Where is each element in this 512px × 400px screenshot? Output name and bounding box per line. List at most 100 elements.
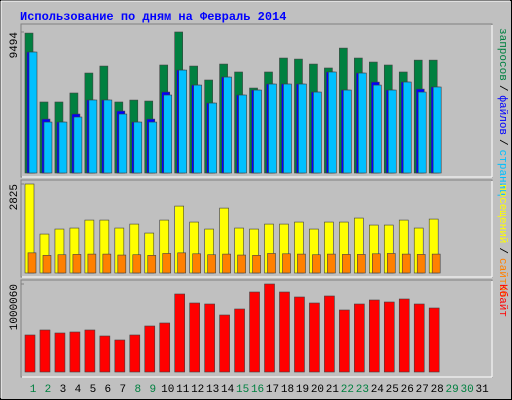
bar xyxy=(279,291,290,373)
bar xyxy=(402,81,412,174)
bar xyxy=(133,121,143,174)
x-tick-label: 21 xyxy=(326,384,340,396)
bar xyxy=(416,254,426,274)
x-tick-label: 16 xyxy=(251,384,264,396)
bar xyxy=(192,253,201,274)
bar xyxy=(193,84,202,174)
bar xyxy=(431,253,441,274)
bar xyxy=(328,71,337,174)
chart-title: Использование по дням на Февраль 2014 xyxy=(20,10,286,24)
bar xyxy=(204,303,215,373)
bar xyxy=(283,83,292,174)
bar xyxy=(84,329,96,373)
bar xyxy=(28,51,38,174)
bar xyxy=(147,255,157,274)
bar xyxy=(57,254,67,274)
bar xyxy=(39,329,51,373)
bar xyxy=(312,254,321,274)
bar xyxy=(103,99,113,174)
bar xyxy=(54,332,66,373)
y-tick-label: 1000060 xyxy=(9,284,21,330)
x-tick-label: 25 xyxy=(386,384,399,396)
bar xyxy=(87,253,97,274)
bar xyxy=(342,254,351,274)
bar xyxy=(432,86,442,174)
bar xyxy=(148,121,158,174)
legend-entry: файлов xyxy=(496,95,509,135)
bar xyxy=(144,325,156,373)
legend-entry: Кбайт xyxy=(496,284,509,317)
bar xyxy=(43,121,53,174)
bar xyxy=(309,302,320,373)
legend: посещений / сайтов xyxy=(496,184,508,298)
bar xyxy=(163,94,173,174)
bar xyxy=(294,296,305,373)
bar xyxy=(177,252,186,274)
x-tick-label: 28 xyxy=(431,384,444,396)
legend-separator: / xyxy=(496,85,508,92)
legend-separator: / xyxy=(496,139,508,146)
x-tick-label: 3 xyxy=(60,384,67,396)
bar xyxy=(189,302,200,373)
bar xyxy=(373,84,382,174)
bar xyxy=(73,116,83,174)
legend: запросов / файлов / страниц xyxy=(496,28,509,196)
y-tick-label: 2825 xyxy=(9,184,21,210)
bar xyxy=(313,91,322,174)
bar xyxy=(99,335,111,373)
bar xyxy=(219,314,230,373)
bar xyxy=(253,89,262,174)
legend-entry: запросов xyxy=(496,28,508,81)
bar xyxy=(428,307,440,373)
bar xyxy=(354,303,365,373)
bar xyxy=(237,254,246,274)
bar xyxy=(132,254,142,274)
bar xyxy=(223,76,232,174)
bar xyxy=(178,69,187,174)
x-tick-label: 1 xyxy=(30,384,37,396)
bar xyxy=(24,334,36,373)
bar xyxy=(174,293,185,373)
bar xyxy=(102,253,112,274)
bar xyxy=(339,309,350,373)
bar xyxy=(222,253,231,274)
x-tick-label: 22 xyxy=(341,384,354,396)
bar xyxy=(386,253,396,274)
x-tick-label: 17 xyxy=(266,384,279,396)
bar xyxy=(268,83,277,174)
x-tick-label: 30 xyxy=(461,384,474,396)
x-tick-label: 2 xyxy=(45,384,52,396)
x-tick-label: 6 xyxy=(105,384,112,396)
x-tick-label: 5 xyxy=(90,384,97,396)
legend-entry: страниц xyxy=(496,150,508,197)
x-tick-label: 12 xyxy=(191,384,204,396)
x-tick-label: 8 xyxy=(134,384,141,396)
y-tick-label: 9494 xyxy=(9,32,21,59)
bar xyxy=(327,253,336,274)
bar xyxy=(401,253,411,274)
x-tick-label: 18 xyxy=(281,384,294,396)
bar xyxy=(162,253,172,274)
bar xyxy=(88,99,98,174)
bar xyxy=(252,255,261,274)
bar xyxy=(343,89,352,174)
bar xyxy=(357,254,366,274)
x-tick-label: 23 xyxy=(356,384,369,396)
legend-entry: сайтов xyxy=(496,258,508,298)
bar xyxy=(118,113,128,174)
x-tick-label: 26 xyxy=(401,384,414,396)
x-tick-label: 7 xyxy=(120,384,127,396)
x-tick-label: 29 xyxy=(446,384,459,396)
bar xyxy=(297,253,306,274)
x-tick-label: 10 xyxy=(161,384,174,396)
x-tick-label: 4 xyxy=(75,384,82,396)
x-tick-label: 24 xyxy=(371,384,385,396)
bar xyxy=(369,299,380,373)
legend-entry: посещений xyxy=(496,184,508,243)
bar xyxy=(208,102,217,174)
bar xyxy=(413,303,425,373)
legend: Кбайт xyxy=(496,284,509,317)
bar xyxy=(267,253,276,274)
x-tick-label: 11 xyxy=(176,384,190,396)
